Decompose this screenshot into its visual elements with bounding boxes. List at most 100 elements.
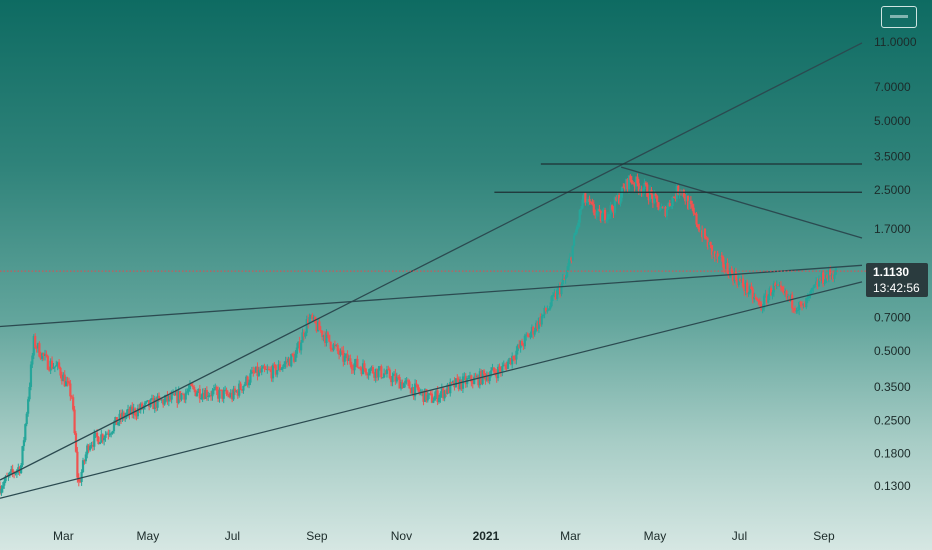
candle-body xyxy=(104,434,107,438)
candle-body xyxy=(273,364,276,366)
candle-body xyxy=(781,286,784,290)
candle-body xyxy=(126,408,130,413)
candle-body xyxy=(723,267,726,269)
candle-body xyxy=(526,334,529,336)
candle-body xyxy=(349,358,352,365)
candle-body xyxy=(471,382,474,384)
candle-body xyxy=(630,179,633,184)
candle-body xyxy=(202,392,206,399)
candle-body xyxy=(197,389,200,393)
candle-body xyxy=(672,196,676,198)
candle-body xyxy=(803,303,806,308)
candle-body xyxy=(589,201,593,203)
candle-body xyxy=(744,282,747,291)
candle-body xyxy=(291,354,294,356)
candle-body xyxy=(511,355,514,365)
candle-body xyxy=(791,294,794,309)
candle-body xyxy=(556,289,559,299)
candle-body xyxy=(754,296,757,299)
candle-body xyxy=(173,393,176,396)
candle-body xyxy=(180,393,183,400)
y-tick-label: 0.7000 xyxy=(874,311,911,325)
candle-body xyxy=(380,366,383,378)
candle-body xyxy=(333,344,336,346)
candle-body xyxy=(208,395,211,397)
candle-body xyxy=(262,366,265,369)
candle-body xyxy=(190,383,193,386)
candle-body xyxy=(371,367,374,373)
candle-body xyxy=(10,469,13,473)
candle-body xyxy=(191,385,194,388)
candle-body xyxy=(815,281,818,285)
candle-body xyxy=(495,373,498,379)
candle-body xyxy=(27,399,30,414)
candle-body xyxy=(543,307,546,315)
candle-body xyxy=(688,200,691,209)
candle-body xyxy=(705,238,708,240)
trendline xyxy=(620,166,863,239)
candle-body xyxy=(119,413,123,420)
candle-body xyxy=(86,445,89,455)
candle-body xyxy=(768,288,771,296)
candle-body xyxy=(664,207,667,217)
candle-body xyxy=(826,275,829,279)
candle-body xyxy=(236,390,239,396)
candle-body xyxy=(806,297,809,299)
candle-body xyxy=(377,369,380,378)
candle-body xyxy=(757,299,760,302)
candle-body xyxy=(256,366,259,376)
logo-box-icon[interactable] xyxy=(881,6,917,28)
candle-body xyxy=(354,358,358,364)
candle-body xyxy=(482,370,486,375)
candle-body xyxy=(709,241,712,246)
candle-body xyxy=(474,376,477,378)
candle-body xyxy=(487,376,490,382)
candle-body xyxy=(184,392,187,400)
candle-body xyxy=(447,384,450,394)
candle-body xyxy=(340,350,344,352)
candle-body xyxy=(598,209,601,211)
candle-body xyxy=(17,467,20,471)
candle-body xyxy=(729,268,732,278)
candle-body xyxy=(506,361,510,369)
candle-body xyxy=(294,353,297,362)
candle-body xyxy=(671,196,674,206)
candle-body xyxy=(391,375,394,383)
x-tick-label: Jul xyxy=(732,529,747,543)
candle-body xyxy=(342,350,345,362)
candle-body xyxy=(425,389,428,401)
candle-body xyxy=(222,390,225,399)
y-tick-label: 1.7000 xyxy=(874,222,911,236)
candle-body xyxy=(269,369,272,371)
candle-body xyxy=(290,354,293,367)
candle-body xyxy=(281,366,284,369)
candle-body xyxy=(544,307,548,312)
candle-body xyxy=(654,193,657,197)
candle-body xyxy=(271,364,275,379)
candle-body xyxy=(755,298,759,300)
candle-body xyxy=(499,369,503,372)
candle-body xyxy=(706,238,709,247)
candle-body xyxy=(695,213,698,225)
candle-body xyxy=(733,271,736,282)
candle-body xyxy=(436,390,439,402)
candle-body xyxy=(38,343,41,357)
candle-body xyxy=(121,412,124,420)
candle-body xyxy=(464,376,467,385)
candle-body xyxy=(297,341,300,348)
candle-body xyxy=(368,368,372,374)
candle-body xyxy=(70,396,73,398)
candle-body xyxy=(613,197,616,213)
candle-body xyxy=(489,370,493,376)
candle-body xyxy=(457,378,460,390)
candle-body xyxy=(287,358,290,363)
candle-body xyxy=(578,210,581,223)
candle-body xyxy=(834,266,837,275)
last-price: 1.1130 xyxy=(873,265,910,279)
candle-body xyxy=(388,369,391,378)
y-tick-label: 0.5000 xyxy=(874,344,911,358)
candle-body xyxy=(443,390,446,399)
candle-body xyxy=(701,230,704,238)
candle-body xyxy=(91,445,94,447)
